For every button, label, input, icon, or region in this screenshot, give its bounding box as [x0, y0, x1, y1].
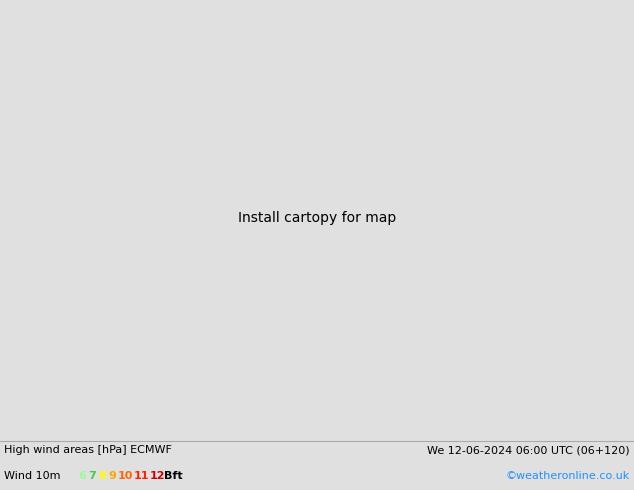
- Text: Wind 10m: Wind 10m: [4, 471, 60, 481]
- Text: 6: 6: [78, 471, 86, 481]
- Text: 11: 11: [134, 471, 150, 481]
- Text: 7: 7: [88, 471, 96, 481]
- Text: High wind areas [hPa] ECMWF: High wind areas [hPa] ECMWF: [4, 445, 172, 455]
- Text: Bft: Bft: [164, 471, 183, 481]
- Text: We 12-06-2024 06:00 UTC (06+120): We 12-06-2024 06:00 UTC (06+120): [427, 445, 630, 455]
- Text: 8: 8: [98, 471, 106, 481]
- Text: ©weatheronline.co.uk: ©weatheronline.co.uk: [506, 471, 630, 481]
- Text: 9: 9: [108, 471, 116, 481]
- Text: 12: 12: [150, 471, 165, 481]
- Text: 10: 10: [118, 471, 133, 481]
- Text: Install cartopy for map: Install cartopy for map: [238, 211, 396, 225]
